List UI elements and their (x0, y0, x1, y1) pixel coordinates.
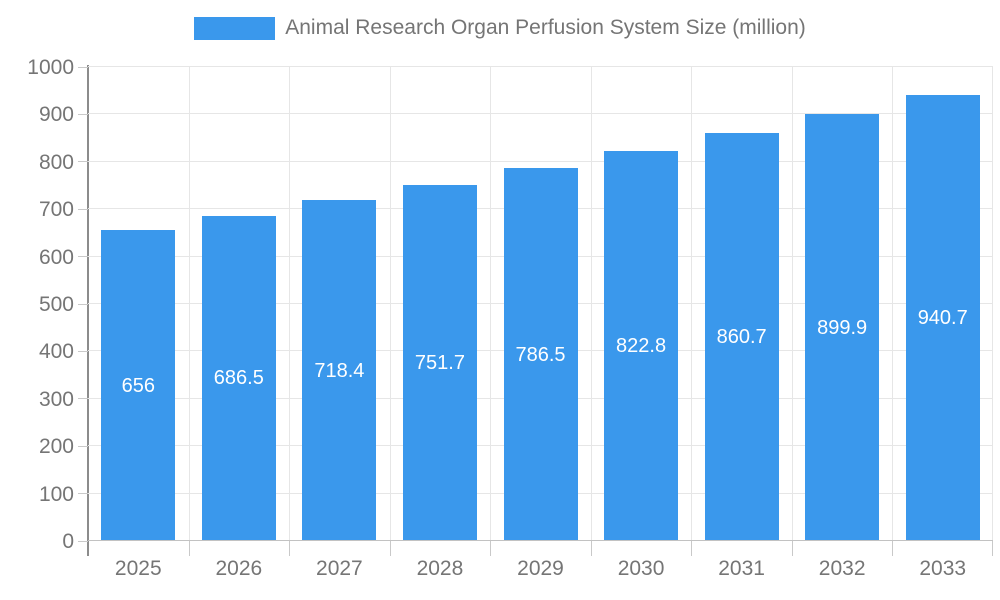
gridline-y-800 (88, 160, 993, 162)
bar-2029[interactable]: 786.5 (503, 168, 578, 541)
x-axis-label: 2030 (617, 557, 665, 580)
y-axis-label: 1000 (27, 56, 74, 79)
y-axis-tick (78, 540, 88, 542)
bar-2032[interactable]: 899.9 (805, 114, 880, 541)
x-axis-tick (289, 541, 290, 556)
gridline-y-900 (88, 113, 993, 115)
x-axis-label: 2026 (215, 557, 263, 580)
bar-value-label: 899.9 (817, 316, 868, 339)
y-axis-line (87, 65, 89, 556)
x-axis-label: 2032 (818, 557, 866, 580)
x-axis-tick (691, 541, 692, 556)
bar-2028[interactable]: 751.7 (402, 184, 477, 541)
y-axis-tick (78, 113, 88, 115)
bar-value-label: 718.4 (314, 359, 365, 382)
legend-item[interactable]: Animal Research Organ Perfusion System S… (194, 16, 806, 40)
x-axis-label: 2033 (919, 557, 967, 580)
x-axis-tick (591, 541, 592, 556)
y-axis-tick (78, 398, 88, 400)
x-axis-tick (892, 541, 893, 556)
x-axis-tick (390, 541, 391, 556)
bar-2031[interactable]: 860.7 (704, 133, 779, 541)
gridline-x (992, 67, 993, 541)
x-axis-tick (992, 541, 993, 556)
bar-2025[interactable]: 656 (101, 230, 176, 541)
y-axis-label: 0 (62, 530, 74, 553)
y-axis-label: 800 (38, 150, 74, 174)
bar-2027[interactable]: 718.4 (302, 200, 377, 541)
x-axis-tick (189, 541, 190, 556)
y-axis-tick (78, 493, 88, 495)
x-axis-label: 2028 (416, 557, 464, 580)
bar-value-label: 940.7 (917, 307, 968, 330)
bar-value-label: 786.5 (515, 343, 566, 366)
x-axis-label: 2025 (114, 557, 162, 580)
y-axis-label: 100 (38, 482, 74, 506)
y-axis-label: 300 (38, 387, 74, 411)
y-axis-label: 200 (38, 435, 74, 459)
gridline-x (691, 67, 692, 541)
y-axis-tick (78, 66, 88, 68)
y-axis-label: 900 (38, 103, 74, 127)
y-axis-tick (78, 445, 88, 447)
y-axis-tick (78, 208, 88, 210)
gridline-x (390, 67, 391, 541)
y-axis-tick (78, 161, 88, 163)
x-axis-tick (490, 541, 491, 556)
gridline-y-1000 (88, 66, 993, 67)
y-axis-label: 600 (38, 245, 74, 269)
gridline-x (792, 67, 793, 541)
y-axis-tick (78, 350, 88, 352)
bar-2030[interactable]: 822.8 (604, 151, 679, 541)
y-axis-tick (78, 303, 88, 305)
x-axis-label: 2031 (718, 557, 765, 580)
bar-value-label: 860.7 (716, 326, 767, 349)
bar-value-label: 751.7 (414, 351, 465, 374)
y-axis-label: 500 (38, 293, 74, 316)
plot-area: 656 686.5 718.4 751.7 786.5 822.8 860.7 899.9 94… (88, 66, 993, 541)
y-axis-tick (78, 256, 88, 258)
gridline-x (490, 67, 491, 541)
y-axis-label: 400 (38, 340, 74, 364)
x-axis-baseline (88, 540, 993, 541)
y-axis-label: 700 (38, 198, 74, 222)
bar-value-label: 686.5 (213, 367, 264, 390)
legend-label: Animal Research Organ Perfusion System S… (285, 16, 806, 39)
gridline-x (189, 67, 190, 541)
gridline-x (591, 67, 592, 541)
legend: Animal Research Organ Perfusion System S… (0, 16, 1000, 40)
bar-value-label: 822.8 (616, 335, 667, 357)
x-axis-tick (792, 541, 793, 556)
gridline-x (892, 67, 893, 541)
x-axis-label: 2027 (316, 557, 363, 580)
x-axis-label: 2029 (517, 557, 564, 580)
bar-2033[interactable]: 940.7 (905, 95, 980, 541)
legend-swatch-icon (194, 16, 276, 40)
bar-2026[interactable]: 686.5 (201, 215, 276, 541)
bar-value-label: 656 (121, 374, 155, 397)
gridline-x (289, 67, 290, 541)
